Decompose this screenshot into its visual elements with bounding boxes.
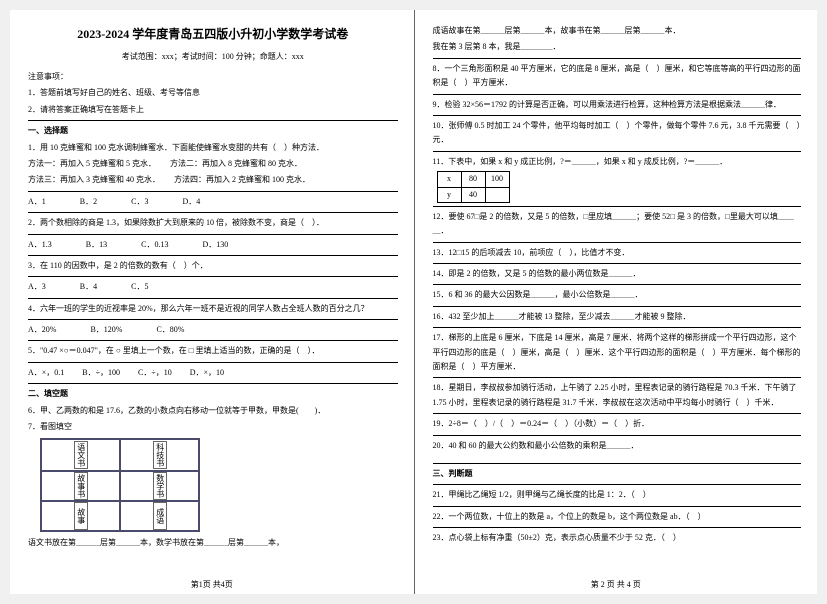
q21: 21．甲绳比乙绳短 1/2，则甲绳与乙绳长度的比是 1：2．（ ）	[433, 484, 802, 502]
p2-l2: 我在第 3 层第 8 本，我是＿＿＿＿．	[433, 40, 802, 54]
q5-options: A．×，0.1 B．÷，100 C．÷，10 D．×，10	[28, 362, 398, 380]
book-label: 数学书	[153, 472, 167, 500]
q3: 3．在 110 的因数中，是 2 的倍数的数有（ ）个．	[28, 255, 398, 273]
q3-B: B．4	[80, 282, 97, 291]
q2-D: D．130	[202, 240, 228, 249]
book-label: 成语	[153, 502, 167, 530]
q1-methods-row2: 方法三：再加入 3 克蜂蜜和 40 克水． 方法四：再加入 2 克蜂蜜和 100…	[28, 173, 398, 187]
q6: 6．甲、乙两数的和是 17.6，乙数的小数点向右移动一位就等于甲数，甲数是( )…	[28, 404, 398, 418]
q17: 17．梯形的上底是 6 厘米，下底是 14 厘米，高是 7 厘米．将两个这样的梯…	[433, 327, 802, 374]
q7-line1: 语文书放在第＿＿＿层第＿＿＿本，数学书放在第＿＿＿层第＿＿＿本，	[28, 536, 398, 550]
q9: 9．检验 32×56＝1792 的计算是否正确，可以用乘法进行检算，这种检算方法…	[433, 94, 802, 112]
notice-head: 注意事项：	[28, 70, 398, 84]
q1-options: A．1 B．2 C．3 D．4	[28, 191, 398, 209]
q19: 19．2÷8＝（ ）/（ ）＝0.24＝（ ）（小数）＝（ ）折．	[433, 413, 802, 431]
q13: 13．12□15 的后项减去 10，前项应（ ），比值才不变．	[433, 242, 802, 260]
cell: y	[437, 187, 461, 202]
q12: 12．要使 67□是 2 的倍数，又是 5 的倍数，□里应填＿＿＿；要使 52□…	[433, 206, 802, 239]
notice-1: 1．答题前填写好自己的姓名、班级、考号等信息	[28, 86, 398, 100]
cell: x	[437, 172, 461, 187]
q5: 5．"0.47 ×○＝0.047"，在 ○ 里填上一个数，在 □ 里填上适当的数…	[28, 340, 398, 358]
q1-D: D．4	[182, 197, 200, 206]
q2-A: A．1.3	[28, 240, 52, 249]
xy-table: x 80 100 y 40	[437, 171, 510, 203]
q1-methods-row1: 方法一：再加入 5 克蜂蜜和 5 克水． 方法二：再加入 8 克蜂蜜和 80 克…	[28, 157, 398, 171]
exam-sheet: 2023-2024 学年度青岛五四版小升初小学数学考试卷 考试范围：xxx；考试…	[10, 10, 817, 594]
book-label: 故事	[74, 502, 88, 530]
q15: 15．6 和 36 的最大公因数是＿＿＿，最小公倍数是＿＿＿．	[433, 284, 802, 302]
q4-A: A．20%	[28, 325, 56, 334]
q1-stem: 1．用 10 克蜂蜜和 100 克水调制蜂蜜水．下面能使蜂蜜水变甜的共有（ ）种…	[28, 141, 398, 155]
table-row: x 80 100	[437, 172, 509, 187]
q3-A: A．3	[28, 282, 46, 291]
q18: 18．星期日，李叔叔参加骑行活动，上午骑了 2.25 小时，里程表记录的骑行路程…	[433, 377, 802, 410]
book-label: 科技书	[153, 441, 167, 469]
q2-B: B．13	[86, 240, 107, 249]
section-2-heading: 二、填空题	[28, 383, 398, 401]
q8: 8．一个三角形面积是 40 平方厘米，它的底是 8 厘米，高是（ ）厘米，和它等…	[433, 58, 802, 91]
section-3-heading: 三、判断题	[433, 463, 802, 481]
q5-A: A．×，0.1	[28, 368, 64, 377]
q1-C: C．3	[131, 197, 148, 206]
bookshelf-diagram: 语文书 科技书 故事书 数学书 故事 成语	[40, 438, 200, 532]
q1-m1: 方法一：再加入 5 克蜂蜜和 5 克水．	[28, 159, 152, 168]
cell: 40	[461, 187, 485, 202]
q5-D: D．×，10	[190, 368, 224, 377]
book-label: 语文书	[74, 441, 88, 469]
q4-C: C．80%	[156, 325, 184, 334]
shelf-row-2: 故事书 数学书	[42, 470, 198, 500]
q10: 10．张师傅 0.5 时加工 24 个零件，他平均每时加工（ ）个零件，做每个零…	[433, 115, 802, 148]
p2-l1: 成语故事在第＿＿＿层第＿＿＿本，故事书在第＿＿＿层第＿＿＿本．	[433, 24, 802, 38]
shelf-r3c2: 成语	[119, 502, 198, 530]
footer-p1: 第1页 共4页	[10, 578, 414, 592]
shelf-row-3: 故事 成语	[42, 500, 198, 530]
q11: 11．下表中，如果 x 和 y 成正比例，?＝＿＿＿，如果 x 和 y 成反比例…	[433, 151, 802, 169]
q4: 4．六年一班的学生的近视率是 20%，那么六年一班不是近视的同学人数占全班人数的…	[28, 298, 398, 316]
q1-m3: 方法三：再加入 3 克蜂蜜和 40 克水．	[28, 175, 156, 184]
q16: 16．432 至少加上＿＿＿才能被 13 整除，至少减去＿＿＿才能被 9 整除．	[433, 306, 802, 324]
q4-options: A．20% B．120% C．80%	[28, 319, 398, 337]
q1-A: A．1	[28, 197, 46, 206]
q7: 7．看图填空	[28, 420, 398, 434]
cell: 80	[461, 172, 485, 187]
exam-sub: 考试范围：xxx；考试时间：100 分钟；命题人：xxx	[28, 50, 398, 64]
table-row: y 40	[437, 187, 509, 202]
shelf-row-1: 语文书 科技书	[42, 440, 198, 470]
q1-m2: 方法二：再加入 8 克蜂蜜和 80 克水．	[170, 159, 302, 168]
shelf-r2c2: 数学书	[119, 472, 198, 500]
q1-B: B．2	[80, 197, 97, 206]
book-label: 故事书	[74, 472, 88, 500]
shelf-r2c1: 故事书	[42, 472, 119, 500]
shelf-r3c1: 故事	[42, 502, 119, 530]
shelf-r1c2: 科技书	[119, 440, 198, 470]
q4-B: B．120%	[90, 325, 122, 334]
q2-options: A．1.3 B．13 C．0.13 D．130	[28, 234, 398, 252]
q14: 14．即是 2 的倍数，又是 5 的倍数的最小两位数是＿＿＿．	[433, 263, 802, 281]
q5-B: B．÷，100	[82, 368, 120, 377]
cell	[485, 187, 509, 202]
page-2: 成语故事在第＿＿＿层第＿＿＿本，故事书在第＿＿＿层第＿＿＿本． 我在第 3 层第…	[414, 10, 818, 594]
page-1: 2023-2024 学年度青岛五四版小升初小学数学考试卷 考试范围：xxx；考试…	[10, 10, 414, 594]
q20: 20．40 和 60 的最大公约数和最小公倍数的乘积是＿＿＿．	[433, 435, 802, 453]
q2-C: C．0.13	[141, 240, 168, 249]
exam-title: 2023-2024 学年度青岛五四版小升初小学数学考试卷	[28, 24, 398, 46]
notice-2: 2．请将答案正确填写在答题卡上	[28, 103, 398, 117]
cell: 100	[485, 172, 509, 187]
q2: 2．两个数相除的商是 1.3，如果除数扩大到原来的 10 倍，被除数不变，商是（…	[28, 212, 398, 230]
footer-p2: 第 2 页 共 4 页	[415, 578, 818, 592]
shelf-r1c1: 语文书	[42, 440, 119, 470]
q1-m4: 方法四：再加入 2 克蜂蜜和 100 克水．	[174, 175, 310, 184]
q5-C: C．÷，10	[138, 368, 172, 377]
q3-options: A．3 B．4 C．5	[28, 276, 398, 294]
q22: 22．一个两位数，十位上的数是 a，个位上的数是 b，这个两位数是 ab．（ ）	[433, 506, 802, 524]
section-1-heading: 一、选择题	[28, 120, 398, 138]
q3-C: C．5	[131, 282, 148, 291]
q23: 23．点心袋上标有净重（50±2）克，表示点心质量不少于 52 克．（ ）	[433, 527, 802, 545]
